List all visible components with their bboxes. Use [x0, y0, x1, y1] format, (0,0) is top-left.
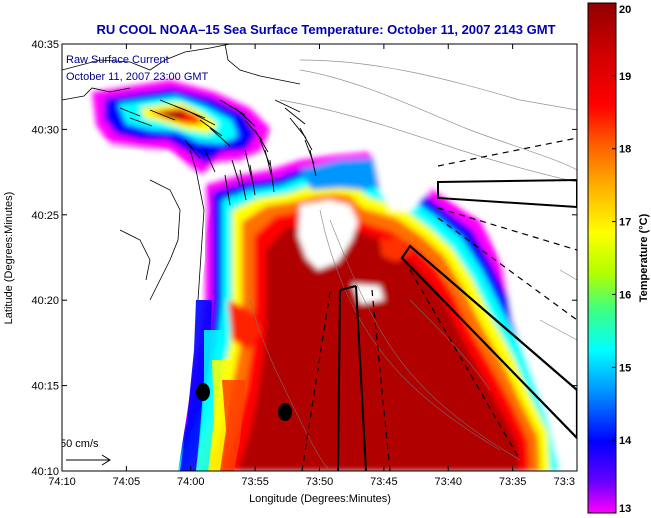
x-tick-label: 73:50: [306, 476, 334, 488]
x-tick-label: 73:40: [434, 476, 462, 488]
x-axis-label: Longitude (Degrees:Minutes): [249, 493, 391, 505]
y-tick-label: 40:15: [31, 381, 59, 393]
survey-lines: [301, 137, 577, 471]
x-axis-ticks: 74:10 74:05 74:00 73:55 73:50 73:45 73:40 73:35…: [48, 44, 578, 488]
x-tick-label: 73:35: [499, 476, 527, 488]
y-tick-label: 40:20: [31, 295, 59, 307]
y-tick-label: 40:10: [31, 466, 59, 478]
current-timestamp: October 11, 2007 23:00 GMT: [66, 71, 209, 83]
x-tick-label: 74:00: [177, 476, 205, 488]
colorbar-tick-label: 20: [619, 4, 631, 16]
colorbar-tick-label: 14: [619, 435, 632, 447]
scale-label: 50 cm/s: [60, 438, 99, 450]
y-tick-label: 40:30: [31, 124, 59, 136]
colorbar-tick-label: 18: [619, 144, 631, 156]
colorbar-gradient: [587, 2, 617, 514]
surface-current-vectors: [119, 99, 317, 206]
station-marker: [278, 403, 292, 421]
colorbar-tick-label: 17: [619, 217, 631, 229]
colorbar-tick-label: 16: [619, 289, 631, 301]
coastline: [62, 44, 301, 301]
x-tick-label: 74:05: [113, 476, 141, 488]
y-tick-label: 40:35: [31, 39, 59, 51]
x-tick-label: 74:10: [48, 476, 76, 488]
x-tick-label: 73:55: [241, 476, 269, 488]
y-axis-ticks: 40:35 40:30 40:25 40:20 40:15 40:10: [31, 39, 577, 478]
colorbar: 13 14 15 16 17 18 19 20 Temperature (°C): [587, 2, 650, 515]
colorbar-tick-label: 13: [619, 503, 631, 515]
colorbar-ticks: 13 14 15 16 17 18 19 20: [612, 2, 632, 515]
sst-map-panel: Raw Surface Current October 11, 2007 23:…: [60, 44, 577, 471]
x-tick-label: 73:45: [370, 476, 398, 488]
figure-title: RU COOL NOAA–15 Sea Surface Temperature:…: [96, 22, 555, 37]
y-axis-label: Latitude (Degrees:Minutes): [3, 192, 15, 325]
bathymetry-contours: [249, 59, 577, 471]
colorbar-tick-label: 15: [619, 362, 631, 374]
x-tick-label: 73:3: [554, 476, 575, 488]
colorbar-tick-label: 19: [619, 71, 631, 83]
colorbar-label: Temperature (°C): [638, 213, 650, 302]
scale-arrow: [66, 454, 111, 466]
current-label: Raw Surface Current: [66, 54, 169, 66]
y-tick-label: 40:25: [31, 210, 59, 222]
station-marker: [196, 383, 210, 401]
